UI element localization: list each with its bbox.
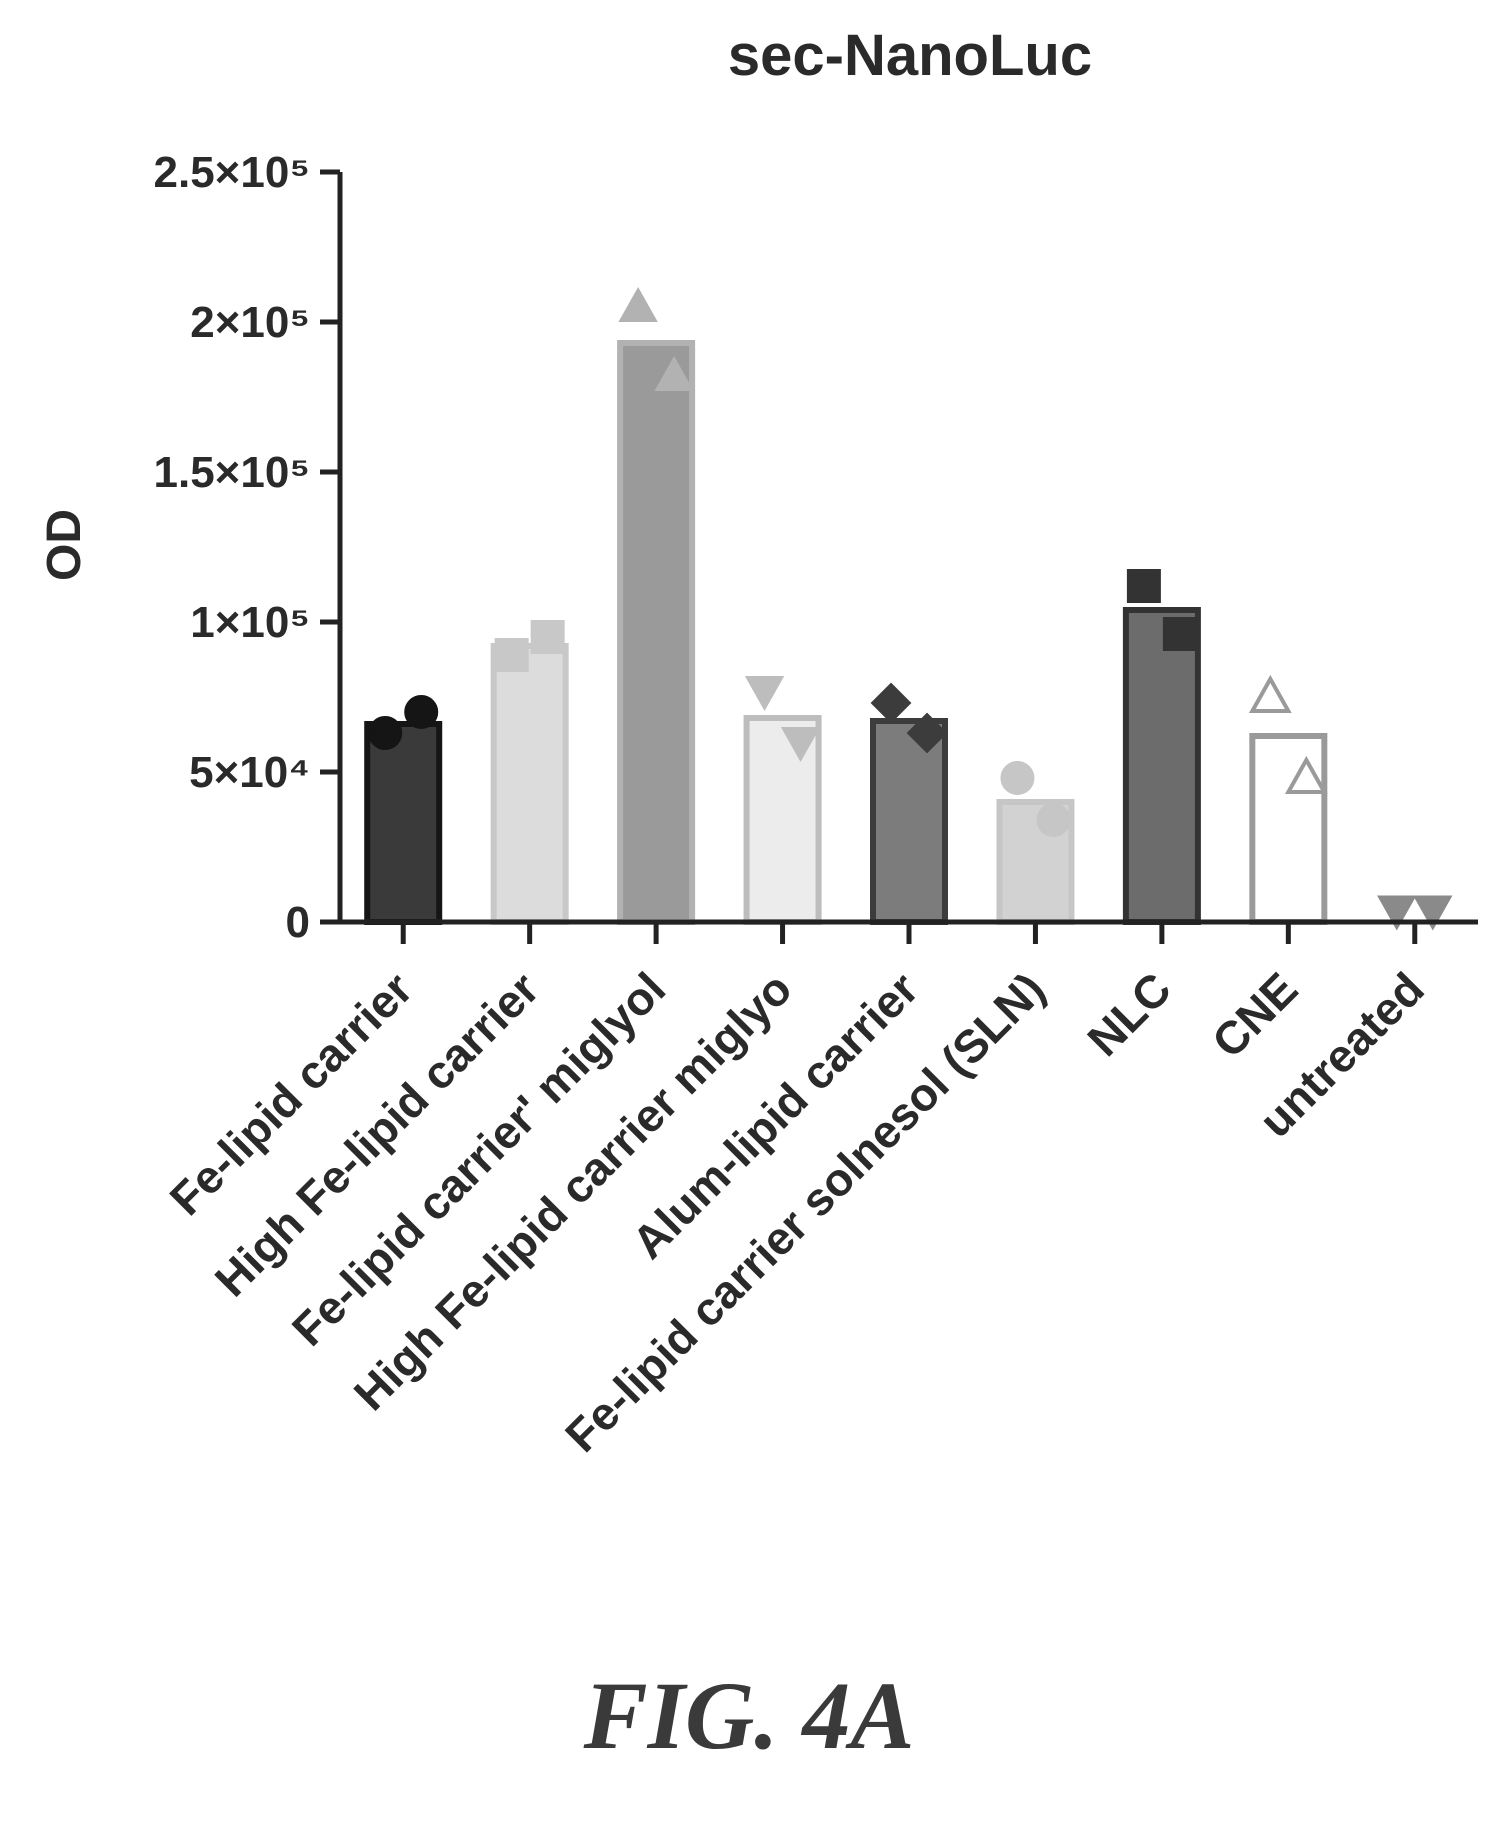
y-axis-label: OD [38,509,91,581]
data-point [404,695,439,729]
data-point [1248,674,1292,713]
y-tick-label: 1×10⁵ [190,598,310,647]
data-point [744,676,785,712]
y-tick-label: 2.5×10⁵ [154,148,310,197]
data-point [1377,895,1417,931]
data-point [618,286,658,322]
data-point [780,727,821,763]
chart-title: sec-NanoLuc [728,23,1092,88]
bar [1249,733,1328,925]
bar [1122,607,1201,925]
x-tick-label: CNE [1202,962,1307,1067]
data-point [1284,755,1328,794]
data-point [494,638,529,672]
data-point [1126,569,1161,603]
bar [617,340,696,925]
bars [364,340,1328,925]
y-tick-label: 5×10⁴ [189,748,310,797]
data-point [906,712,948,754]
data-point [870,682,912,724]
bar [870,718,948,925]
data-point [368,716,403,750]
x-tick-label: NLC [1077,962,1181,1066]
y-tick-label: 1.5×10⁵ [154,448,310,497]
data-points [368,286,1453,931]
data-point [654,355,694,391]
data-point [1162,617,1197,651]
y-tick-label: 0 [286,898,310,947]
data-point [1000,761,1035,795]
y-tick-label: 2×10⁵ [190,298,310,347]
bar [490,643,569,925]
data-point [1413,895,1453,931]
y-axis-ticks: 0 5×10⁴ 1×10⁵ 1.5×10⁵ 2×10⁵ 2.5×10⁵ [154,148,340,947]
bar [364,721,443,925]
data-point [530,620,565,654]
data-point [1036,803,1071,837]
figure-label: FIG. 4A [583,1662,915,1769]
